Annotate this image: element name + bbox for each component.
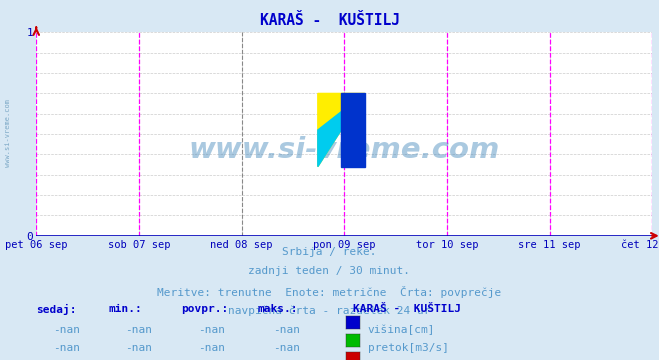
Text: min.:: min.: xyxy=(109,304,142,314)
Bar xyxy=(341,94,364,167)
Text: -nan: -nan xyxy=(125,325,152,335)
Text: -nan: -nan xyxy=(198,343,225,353)
Text: KARAŠ -  KUŠTILJ: KARAŠ - KUŠTILJ xyxy=(353,304,461,314)
Text: KARAŠ -  KUŠTILJ: KARAŠ - KUŠTILJ xyxy=(260,13,399,28)
Text: www.si-vreme.com: www.si-vreme.com xyxy=(188,136,500,165)
Text: Meritve: trenutne  Enote: metrične  Črta: povprečje: Meritve: trenutne Enote: metrične Črta: … xyxy=(158,286,501,298)
Text: sedaj:: sedaj: xyxy=(36,304,76,315)
Text: -nan: -nan xyxy=(198,325,225,335)
Text: -nan: -nan xyxy=(125,343,152,353)
Text: -nan: -nan xyxy=(53,343,80,353)
Text: Srbija / reke.: Srbija / reke. xyxy=(282,247,377,257)
Text: povpr.:: povpr.: xyxy=(181,304,229,314)
Polygon shape xyxy=(318,94,364,167)
Text: -nan: -nan xyxy=(273,343,301,353)
Polygon shape xyxy=(318,94,364,167)
Text: zadnji teden / 30 minut.: zadnji teden / 30 minut. xyxy=(248,266,411,276)
Text: -nan: -nan xyxy=(273,325,301,335)
Text: -nan: -nan xyxy=(53,325,80,335)
Text: maks.:: maks.: xyxy=(257,304,297,314)
Text: navpična črta - razdelek 24 ur: navpična črta - razdelek 24 ur xyxy=(228,306,431,316)
Text: www.si-vreme.com: www.si-vreme.com xyxy=(5,99,11,167)
Text: višina[cm]: višina[cm] xyxy=(368,325,435,336)
Text: pretok[m3/s]: pretok[m3/s] xyxy=(368,343,449,353)
